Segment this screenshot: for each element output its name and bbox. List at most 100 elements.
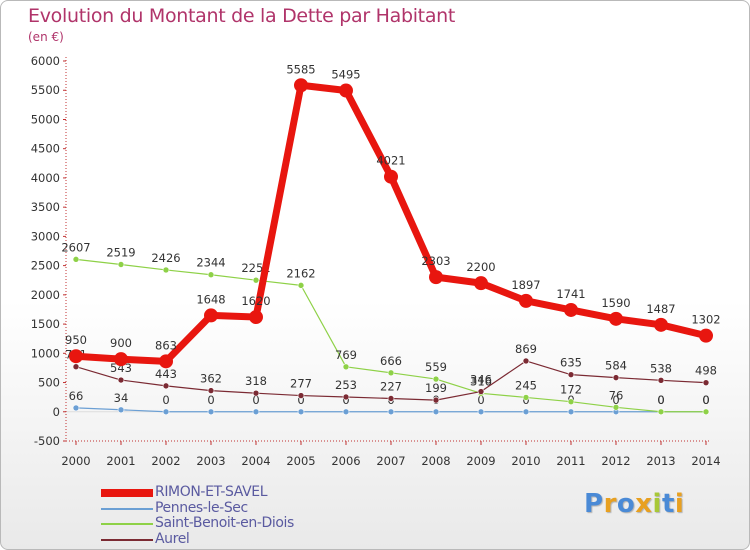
data-point — [114, 352, 128, 367]
legend-label: Saint-Benoit-en-Diois — [155, 515, 294, 531]
data-label: 316 — [470, 374, 492, 388]
data-point — [204, 308, 218, 323]
data-label: 0 — [162, 393, 169, 407]
data-label: 2607 — [61, 240, 90, 254]
legend-label: Aurel — [155, 530, 190, 547]
data-point — [567, 398, 575, 406]
data-point — [159, 354, 173, 369]
data-point — [564, 302, 578, 317]
data-label: 1487 — [646, 302, 675, 316]
data-label: 2426 — [151, 251, 180, 265]
y-tick-label: 6000 — [31, 54, 60, 68]
data-label: 34 — [114, 391, 129, 405]
y-tick-label: -500 — [34, 434, 60, 448]
chart-title: Evolution du Montant de la Dette par Hab… — [28, 5, 456, 27]
data-label: 543 — [110, 361, 132, 375]
data-label: 172 — [560, 383, 582, 397]
data-point — [342, 393, 350, 401]
y-tick-label: 5500 — [31, 83, 60, 97]
data-point — [609, 311, 623, 326]
data-point — [162, 266, 170, 274]
data-point — [252, 389, 260, 397]
data-point — [252, 276, 260, 284]
data-point — [342, 363, 350, 371]
x-tick-label: 2011 — [556, 454, 585, 468]
data-label: 863 — [155, 338, 177, 352]
x-tick-label: 2012 — [601, 454, 630, 468]
data-label: 5585 — [286, 62, 315, 76]
data-point — [429, 270, 443, 285]
y-tick-label: 4000 — [31, 171, 60, 185]
data-label: 769 — [335, 348, 357, 362]
data-label: 0 — [657, 393, 664, 407]
legend-swatch — [101, 489, 153, 497]
x-tick-label: 2008 — [421, 454, 450, 468]
data-point — [207, 408, 215, 416]
data-label: 559 — [425, 360, 447, 374]
x-tick-label: 2010 — [511, 454, 540, 468]
y-tick-label: 2000 — [31, 288, 60, 302]
x-tick-label: 2014 — [691, 454, 720, 468]
data-label: 66 — [69, 389, 84, 403]
data-point — [339, 83, 353, 98]
data-label: 277 — [290, 377, 312, 391]
data-label: 0 — [297, 393, 304, 407]
x-tick-label: 2007 — [376, 454, 405, 468]
data-point — [522, 357, 530, 365]
data-point — [699, 328, 713, 343]
y-tick-label: 5000 — [31, 112, 60, 126]
data-point — [117, 261, 125, 268]
data-label: 0 — [702, 393, 709, 407]
data-point — [522, 408, 530, 416]
data-label: 199 — [425, 381, 447, 395]
data-label: 4021 — [376, 154, 405, 168]
data-point — [702, 379, 710, 386]
y-tick-label: 500 — [38, 376, 60, 390]
proxiti-logo: Proxiti — [584, 489, 685, 519]
data-label: 0 — [477, 393, 484, 407]
y-tick-label: 1500 — [31, 317, 60, 331]
legend-swatch — [101, 538, 153, 541]
data-label: 443 — [155, 367, 177, 381]
data-label: 498 — [695, 364, 717, 378]
data-point — [432, 396, 440, 404]
data-label: 2200 — [466, 260, 495, 274]
data-point — [657, 408, 665, 416]
data-label: 1620 — [241, 294, 270, 308]
y-tick-label: 1000 — [31, 346, 60, 360]
data-point — [72, 256, 80, 263]
data-label: 1648 — [196, 292, 225, 306]
data-label: 666 — [380, 354, 402, 368]
data-point — [567, 371, 575, 378]
data-point — [249, 310, 263, 325]
data-label: 346 — [470, 373, 492, 387]
y-tick-label: 4500 — [31, 142, 60, 156]
data-label: 1302 — [691, 313, 720, 327]
chart-unit: (en €) — [28, 30, 64, 44]
data-point — [612, 374, 620, 381]
data-point — [474, 276, 488, 291]
data-point — [522, 394, 530, 401]
data-label: 2162 — [286, 266, 315, 280]
data-point — [477, 408, 485, 416]
y-tick-label: 3000 — [31, 229, 60, 243]
data-label: 2519 — [106, 246, 135, 260]
data-label: 362 — [200, 372, 222, 386]
data-point — [519, 293, 533, 308]
data-point — [117, 406, 125, 414]
data-label: 76 — [609, 388, 624, 402]
data-point — [387, 395, 395, 402]
data-point — [387, 408, 395, 416]
data-point — [297, 408, 305, 416]
x-tick-label: 2009 — [466, 454, 495, 468]
data-label: 869 — [515, 342, 537, 356]
legend-swatch — [101, 523, 153, 525]
data-point — [432, 408, 440, 416]
x-tick-label: 2000 — [61, 454, 90, 468]
data-point — [342, 408, 350, 416]
x-tick-label: 2006 — [331, 454, 360, 468]
line-chart: -500 0 500 1000 1500 2000 2500 3000 3500 4000 4500… — [31, 54, 721, 468]
data-point — [297, 392, 305, 399]
